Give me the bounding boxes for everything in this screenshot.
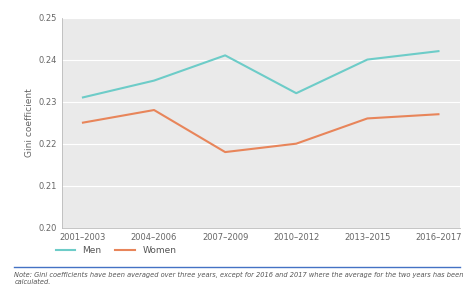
Men: [80, 96, 86, 99]
Men: [293, 91, 299, 95]
Women: [222, 150, 228, 154]
Y-axis label: Gini coefficient: Gini coefficient: [25, 88, 34, 157]
Men: [436, 49, 441, 53]
Line: Men: Men: [83, 51, 438, 98]
Men: [365, 58, 370, 61]
Text: Note: Gini coefficients have been averaged over three years, except for 2016 and: Note: Gini coefficients have been averag…: [14, 272, 464, 285]
Legend: Men, Women: Men, Women: [52, 242, 180, 258]
Women: [436, 112, 441, 116]
Men: [222, 54, 228, 57]
Women: [151, 108, 157, 112]
Women: [365, 117, 370, 120]
Women: [293, 142, 299, 145]
Line: Women: Women: [83, 110, 438, 152]
Men: [151, 79, 157, 82]
Women: [80, 121, 86, 124]
